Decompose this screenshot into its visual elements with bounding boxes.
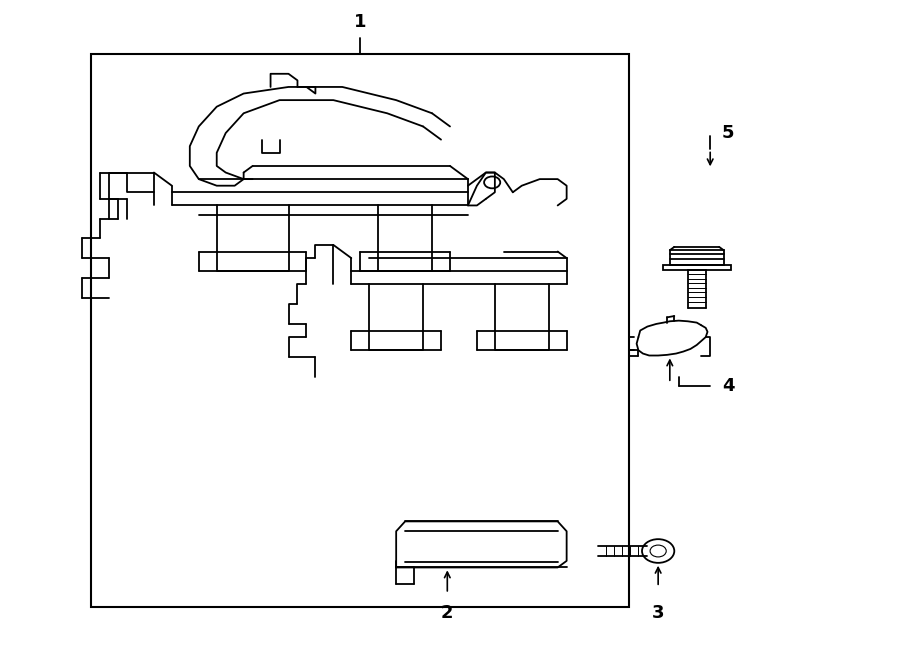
Text: 2: 2 bbox=[441, 603, 454, 621]
Text: 3: 3 bbox=[652, 603, 664, 621]
Text: 4: 4 bbox=[722, 377, 734, 395]
Text: 5: 5 bbox=[722, 124, 734, 142]
Bar bbox=[670, 251, 724, 264]
Text: 1: 1 bbox=[354, 13, 366, 31]
Bar bbox=[662, 264, 731, 270]
Bar bbox=[91, 54, 629, 607]
